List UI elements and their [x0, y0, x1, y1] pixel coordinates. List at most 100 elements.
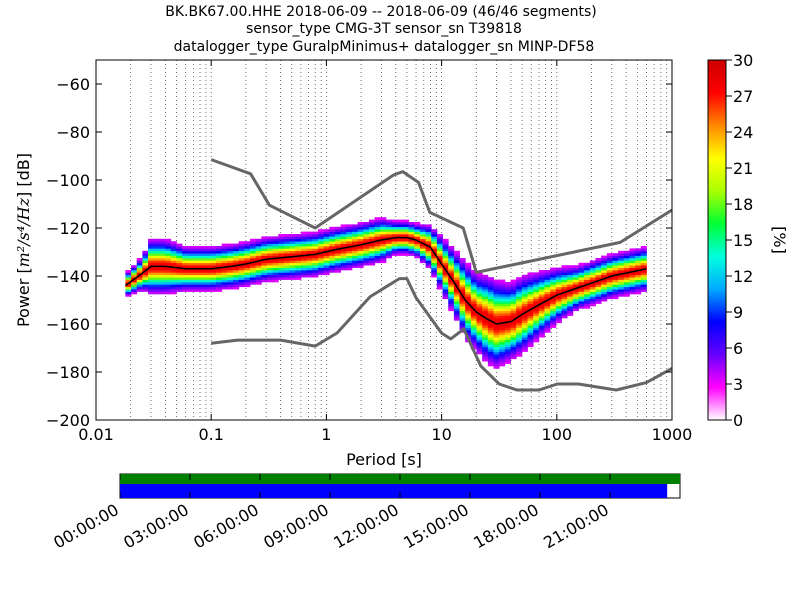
pdf-cell — [312, 258, 319, 261]
pdf-cell — [380, 217, 387, 220]
pdf-cell — [266, 253, 274, 256]
pdf-cell — [618, 262, 625, 266]
pdf-cell — [510, 346, 517, 350]
pdf-cell — [300, 243, 308, 247]
pdf-cell — [266, 272, 274, 276]
pdf-cell — [250, 238, 257, 242]
pdf-cell — [165, 284, 172, 288]
pdf-cell — [516, 310, 523, 314]
pdf-cell — [159, 291, 166, 295]
pdf-cell — [351, 243, 359, 247]
pdf-cell — [289, 250, 296, 254]
pdf-cell — [436, 272, 443, 276]
pdf-cell — [182, 284, 189, 288]
pdf-cell — [261, 243, 268, 247]
pdf-cell — [527, 274, 534, 278]
pdf-cell — [221, 279, 228, 283]
pdf-cell — [533, 308, 540, 312]
pdf-cell — [125, 277, 132, 280]
pdf-cell — [442, 289, 449, 292]
pdf-cell — [448, 274, 455, 278]
pdf-cell — [635, 282, 642, 285]
pdf-cell — [578, 298, 585, 302]
pdf-cell — [487, 346, 494, 350]
pdf-cell — [487, 327, 494, 331]
pdf-cell — [334, 238, 342, 242]
pdf-cell — [329, 236, 336, 240]
pdf-cell — [436, 238, 443, 242]
pdf-cell — [216, 246, 223, 249]
pdf-cell — [380, 231, 387, 235]
pdf-cell — [317, 253, 325, 256]
pdf-cell — [482, 274, 489, 278]
pdf-cell — [521, 308, 528, 312]
pdf-cell — [476, 279, 483, 283]
pdf-cell — [317, 250, 325, 254]
pdf-cell — [572, 277, 579, 280]
pdf-cell — [533, 313, 540, 316]
pdf-cell — [521, 282, 528, 285]
pdf-cell — [589, 298, 596, 302]
pdf-cell — [487, 294, 494, 297]
pdf-cell — [374, 243, 381, 247]
pdf-cell — [170, 253, 177, 256]
pdf-cell — [136, 282, 143, 285]
pdf-cell — [493, 301, 500, 304]
pdf-cell — [159, 284, 166, 288]
pdf-cell — [334, 231, 342, 235]
pdf-cell — [442, 253, 449, 256]
pdf-cell — [499, 294, 506, 297]
pdf-cell — [629, 277, 636, 280]
pdf-cell — [510, 325, 517, 328]
pdf-cell — [159, 286, 166, 290]
pdf-cell — [278, 265, 285, 268]
pdf-cell — [504, 313, 511, 316]
pdf-cell — [431, 248, 438, 252]
pdf-cell — [618, 255, 625, 259]
pdf-cell — [476, 330, 483, 333]
pdf-cell — [300, 234, 308, 237]
pdf-cell — [329, 234, 336, 237]
pdf-cell — [295, 272, 302, 276]
pdf-cell — [589, 274, 596, 278]
pdf-cell — [131, 267, 138, 271]
pdf-cell — [465, 286, 472, 290]
pdf-cell — [567, 277, 574, 280]
pdf-cell — [329, 246, 336, 249]
pdf-cell — [578, 306, 585, 309]
pdf-cell — [419, 253, 426, 256]
pdf-cell — [238, 258, 245, 261]
pdf-cell — [629, 262, 636, 266]
pdf-cell — [266, 279, 274, 283]
pdf-cell — [516, 289, 523, 292]
pdf-cell — [312, 265, 319, 268]
timeline-coverage: 00:00:0003:00:0006:00:0009:00:0012:00:00… — [50, 473, 681, 552]
pdf-cell — [635, 265, 642, 268]
pdf-cell — [210, 248, 217, 252]
pdf-cell — [572, 296, 579, 300]
pdf-cell — [629, 282, 636, 285]
pdf-cell — [544, 291, 551, 295]
pdf-cell — [572, 272, 579, 276]
pdf-cell — [527, 279, 534, 283]
pdf-cell — [442, 238, 449, 242]
pdf-cell — [561, 274, 568, 278]
pdf-cell — [436, 253, 443, 256]
pdf-cell — [640, 265, 647, 268]
pdf-cell — [448, 296, 455, 300]
pdf-cell — [567, 303, 574, 307]
pdf-cell — [244, 241, 251, 244]
pdf-cell — [148, 246, 155, 249]
pdf-cell — [465, 306, 472, 309]
pdf-cell — [153, 270, 160, 273]
pdf-cell — [470, 282, 477, 285]
pdf-cell — [431, 243, 438, 247]
pdf-cell — [601, 274, 608, 278]
pdf-cell — [510, 330, 517, 333]
pdf-cell — [238, 248, 245, 252]
pdf-cell — [170, 267, 177, 271]
pdf-cell — [533, 322, 540, 326]
pdf-cell — [504, 318, 511, 321]
pdf-cell — [521, 291, 528, 295]
